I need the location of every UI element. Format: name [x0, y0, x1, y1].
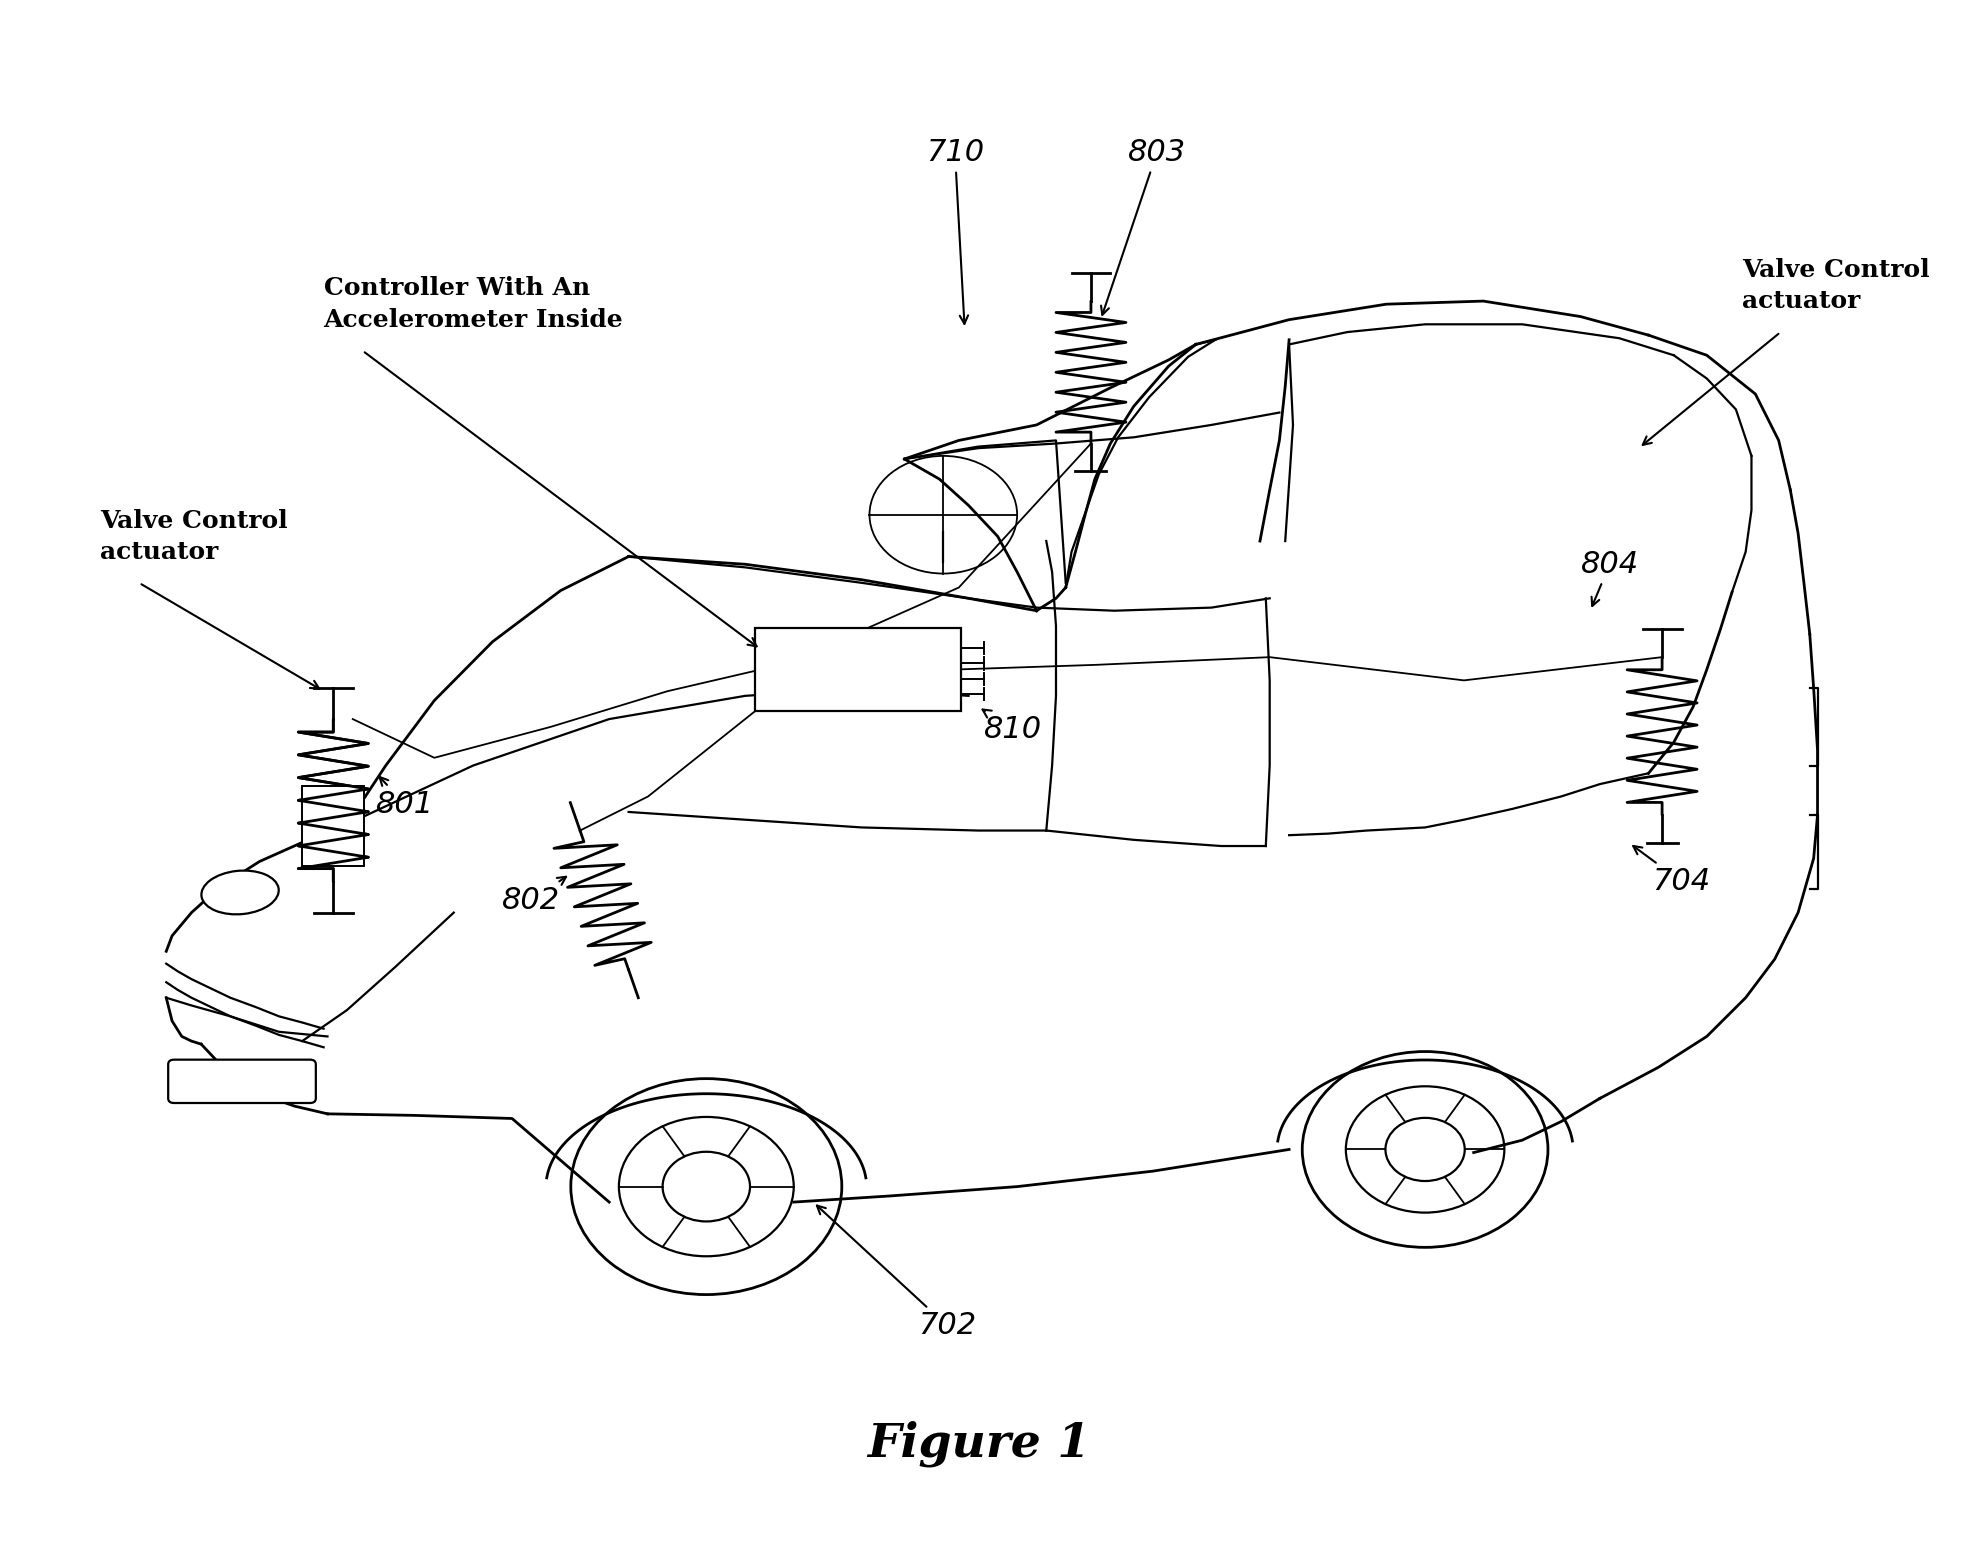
Text: 704: 704 [1634, 847, 1711, 897]
Text: Valve Control
actuator: Valve Control actuator [101, 509, 287, 564]
FancyBboxPatch shape [303, 786, 364, 867]
Text: Valve Control
actuator: Valve Control actuator [1742, 258, 1929, 314]
Text: Figure 1: Figure 1 [867, 1420, 1089, 1467]
FancyBboxPatch shape [168, 1059, 317, 1103]
Text: 801: 801 [376, 776, 434, 818]
Text: 810: 810 [982, 709, 1041, 745]
Text: 702: 702 [818, 1206, 976, 1340]
Text: 802: 802 [503, 876, 566, 915]
Text: Controller With An
Accelerometer Inside: Controller With An Accelerometer Inside [323, 276, 624, 333]
Text: 710: 710 [927, 137, 984, 323]
Text: 803: 803 [1101, 137, 1186, 316]
Text: 804: 804 [1580, 550, 1639, 606]
Ellipse shape [202, 870, 279, 914]
FancyBboxPatch shape [754, 628, 960, 711]
